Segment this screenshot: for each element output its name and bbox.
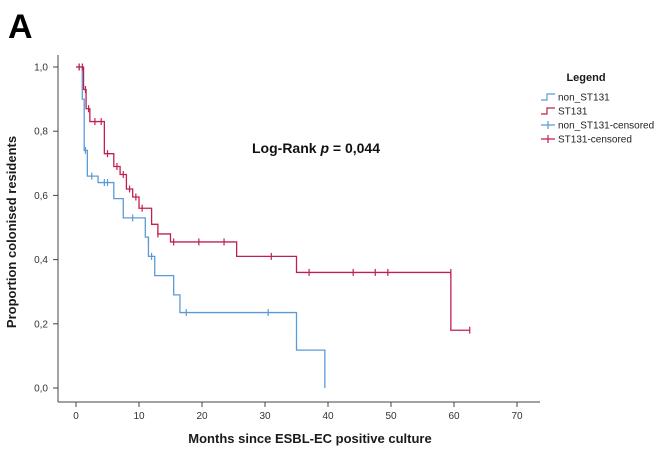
legend-symbol-line: [541, 93, 555, 101]
log-rank-annotation: Log-Rank p = 0,044: [252, 140, 380, 156]
log-rank-value: = 0,044: [329, 140, 380, 156]
x-axis-title: Months since ESBL-EC positive culture: [188, 431, 431, 446]
legend-entry: non_ST131: [558, 93, 610, 104]
legend-entry: ST131: [558, 107, 588, 118]
y-tick-label: 0,2: [34, 319, 48, 330]
series-line-ST131: [76, 66, 470, 331]
x-tick-label: 70: [511, 411, 523, 422]
y-tick-label: 0,6: [34, 191, 48, 202]
x-tick-label: 50: [385, 411, 397, 422]
y-tick-label: 1,0: [34, 63, 48, 74]
legend: Legend non_ST131 ST131 non_ST131-censored S…: [541, 72, 654, 146]
axes: 0 10 20 30 40 50 60 70 0,0 0,2 0,4 0,6 0,8 1,0: [34, 55, 540, 422]
x-tick-label: 40: [322, 411, 334, 422]
legend-entry: ST131-censored: [558, 135, 632, 146]
x-tick-label: 20: [196, 411, 208, 422]
legend-entry: non_ST131-censored: [558, 121, 654, 132]
panel-label: A: [8, 8, 33, 46]
legend-title: Legend: [566, 72, 605, 84]
y-tick-label: 0,0: [34, 384, 48, 395]
y-tick-label: 0,8: [34, 127, 48, 138]
x-tick-label: 0: [73, 411, 79, 422]
legend-symbol-censor: [541, 135, 555, 143]
legend-symbol-line: [541, 107, 555, 115]
series-layer: [76, 63, 471, 388]
y-tick-label: 0,4: [34, 255, 48, 266]
x-tick-label: 10: [133, 411, 145, 422]
series-line-non_ST131: [76, 66, 326, 388]
log-rank-p-symbol: p: [319, 140, 329, 156]
log-rank-prefix: Log-Rank: [252, 140, 320, 156]
legend-symbol-censor: [541, 121, 555, 129]
x-tick-label: 30: [259, 411, 271, 422]
x-tick-label: 60: [448, 411, 460, 422]
y-axis-title: Proportion colonised residents: [4, 136, 19, 328]
